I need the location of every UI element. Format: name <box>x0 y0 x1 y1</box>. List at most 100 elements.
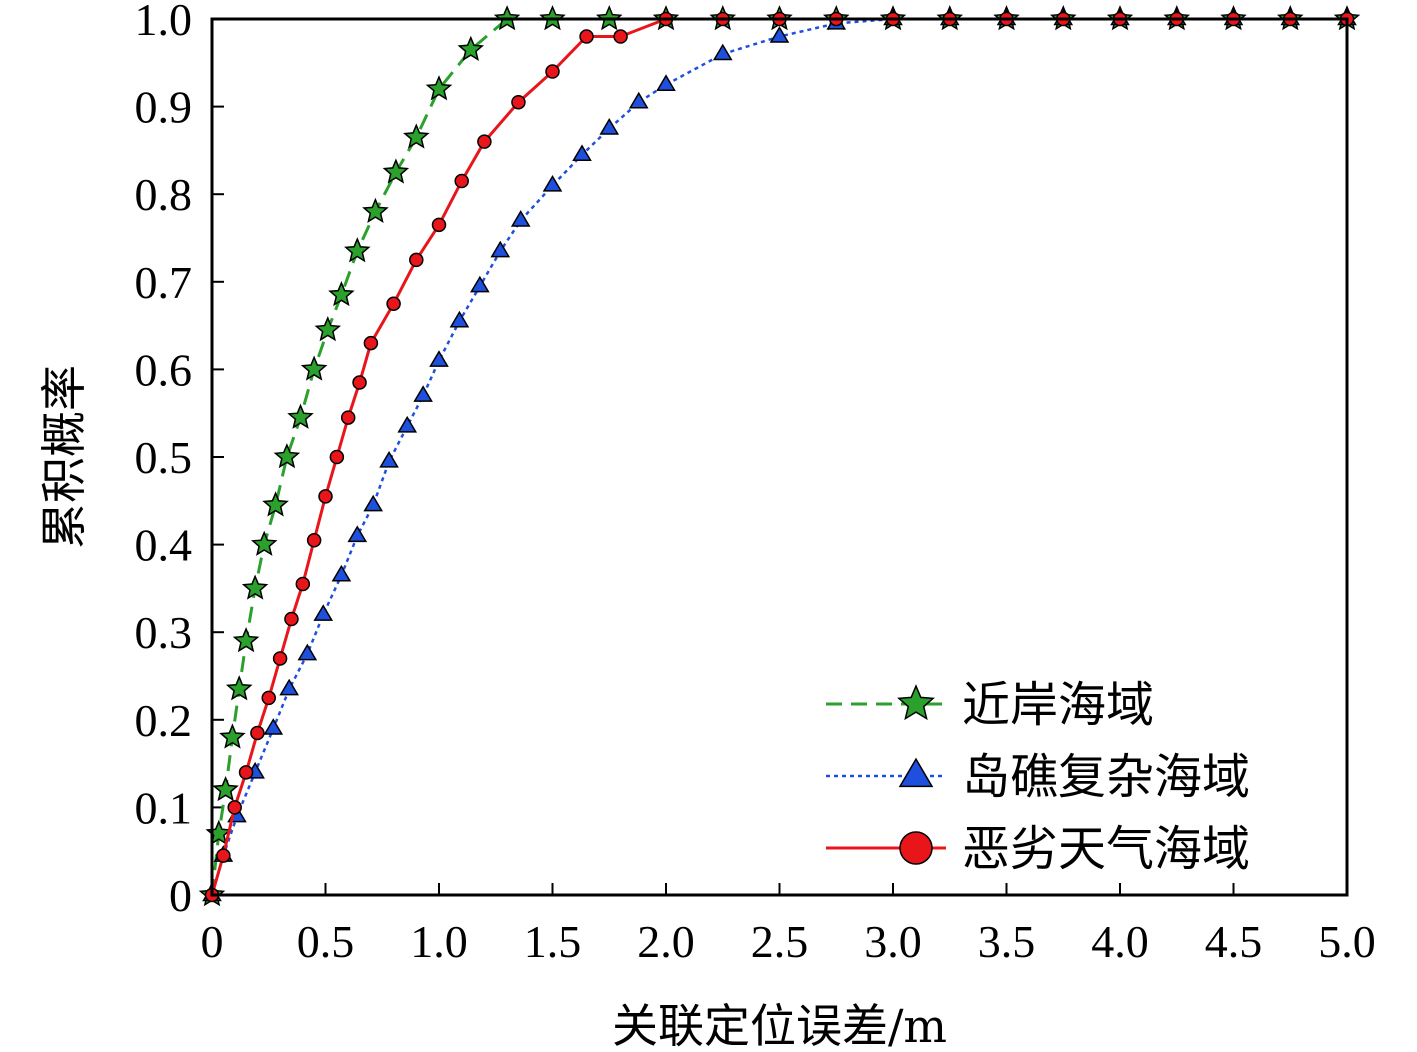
data-point-triangle <box>490 240 511 258</box>
data-point-triangle <box>510 210 531 227</box>
legend-marker-circle <box>899 831 933 865</box>
x-axis-title: 关联定位误差/m <box>612 999 947 1052</box>
data-point-star <box>219 723 246 749</box>
data-point-triangle <box>470 275 490 293</box>
data-point-star <box>328 280 355 307</box>
data-point-star <box>250 530 278 556</box>
data-point-triangle <box>769 26 790 43</box>
data-point-circle <box>511 94 526 110</box>
data-point-triangle <box>379 450 399 468</box>
data-point-circle <box>295 576 311 592</box>
data-point-star <box>314 316 342 342</box>
data-point-star <box>232 627 260 653</box>
data-point-circle <box>363 335 379 351</box>
x-tick-label: 4.5 <box>1205 916 1263 967</box>
x-tick-label: 2.5 <box>751 916 809 967</box>
data-point-circle <box>545 64 560 79</box>
data-point-star <box>457 35 485 61</box>
data-point-triangle <box>449 310 470 328</box>
data-point-circle <box>261 690 276 706</box>
data-point-star <box>300 355 328 381</box>
data-point-circle <box>238 765 254 780</box>
legend-marker-star <box>897 684 935 721</box>
data-point-star <box>241 574 269 600</box>
data-point-circle <box>306 532 322 548</box>
data-point-circle <box>454 173 469 189</box>
y-tick-label: 0.3 <box>135 607 193 658</box>
y-tick-label: 0.8 <box>135 169 193 220</box>
y-tick-label: 0.4 <box>135 520 193 571</box>
data-point-triangle <box>712 43 733 61</box>
data-point-circle <box>216 848 231 863</box>
y-tick-label: 0.2 <box>135 695 193 746</box>
y-tick-label: 0.5 <box>135 432 193 483</box>
x-tick-label: 0 <box>201 916 224 967</box>
y-tick-label: 0.9 <box>135 82 193 133</box>
data-point-triangle <box>279 678 299 696</box>
data-point-circle <box>477 134 492 149</box>
data-point-star <box>287 403 314 429</box>
y-tick-label: 0.7 <box>135 257 193 308</box>
data-point-triangle <box>313 604 334 621</box>
y-tick-label: 0.6 <box>135 344 193 395</box>
x-tick-label: 4.0 <box>1091 916 1149 967</box>
data-point-circle <box>386 296 401 311</box>
data-point-star <box>403 123 430 149</box>
x-tick-label: 3.5 <box>978 916 1036 967</box>
data-point-star <box>225 675 253 701</box>
data-point-triangle <box>413 385 433 402</box>
data-point-circle <box>340 410 356 425</box>
legend-entry: 岛礁复杂海域 <box>826 749 1250 805</box>
y-tick-label: 0 <box>169 870 192 921</box>
x-tick-label: 0.5 <box>297 916 355 967</box>
data-point-triangle <box>347 525 368 543</box>
data-point-triangle <box>297 643 318 661</box>
legend-label: 岛礁复杂海域 <box>962 749 1250 805</box>
data-point-circle <box>329 449 345 465</box>
data-point-star <box>344 237 371 263</box>
y-tick-label: 1.0 <box>135 0 193 45</box>
x-tick-label: 3.0 <box>864 916 922 967</box>
data-point-circle <box>227 800 242 815</box>
data-point-circle <box>284 611 299 627</box>
data-point-circle <box>272 651 288 666</box>
y-tick-label: 0.1 <box>135 782 193 833</box>
data-point-triangle <box>542 175 563 192</box>
data-point-star <box>262 491 289 517</box>
data-point-triangle <box>331 564 352 582</box>
data-point-circle <box>409 252 424 268</box>
data-point-triangle <box>628 91 649 109</box>
data-point-triangle <box>599 118 620 135</box>
data-point-triangle <box>263 718 284 735</box>
data-point-triangle <box>429 350 449 367</box>
data-point-circle <box>352 375 367 390</box>
legend-entry: 恶劣天气海域 <box>826 821 1250 877</box>
data-point-star <box>273 443 301 469</box>
legend-marker-triangle <box>898 757 934 788</box>
legend-label: 近岸海域 <box>962 677 1154 733</box>
y-axis-title: 累积概率 <box>37 365 91 549</box>
legend-entry: 近岸海域 <box>826 677 1154 733</box>
data-point-triangle <box>397 415 418 433</box>
data-point-triangle <box>656 74 676 91</box>
data-point-triangle <box>572 144 592 162</box>
plot-frame <box>210 17 1349 897</box>
legend-label: 恶劣天气海域 <box>962 821 1250 877</box>
data-point-circle <box>431 217 447 233</box>
data-point-star <box>425 75 453 101</box>
tick-layer: 0 0.5 1.0 1.5 2.0 2.5 3.0 3.5 4.0 4.5 5.0 0 0.1 0.2 0.… <box>135 0 1376 967</box>
data-point-triangle <box>363 494 383 512</box>
data-point-circle <box>613 29 628 44</box>
x-tick-label: 1.0 <box>410 916 468 967</box>
data-point-circle <box>318 489 333 504</box>
data-point-circle <box>579 29 594 44</box>
x-tick-label: 2.0 <box>637 916 695 967</box>
data-point-star <box>212 775 239 802</box>
data-point-circle <box>250 725 265 741</box>
data-point-star <box>362 197 389 223</box>
x-tick-label: 1.5 <box>524 916 582 967</box>
data-point-star <box>382 158 410 184</box>
